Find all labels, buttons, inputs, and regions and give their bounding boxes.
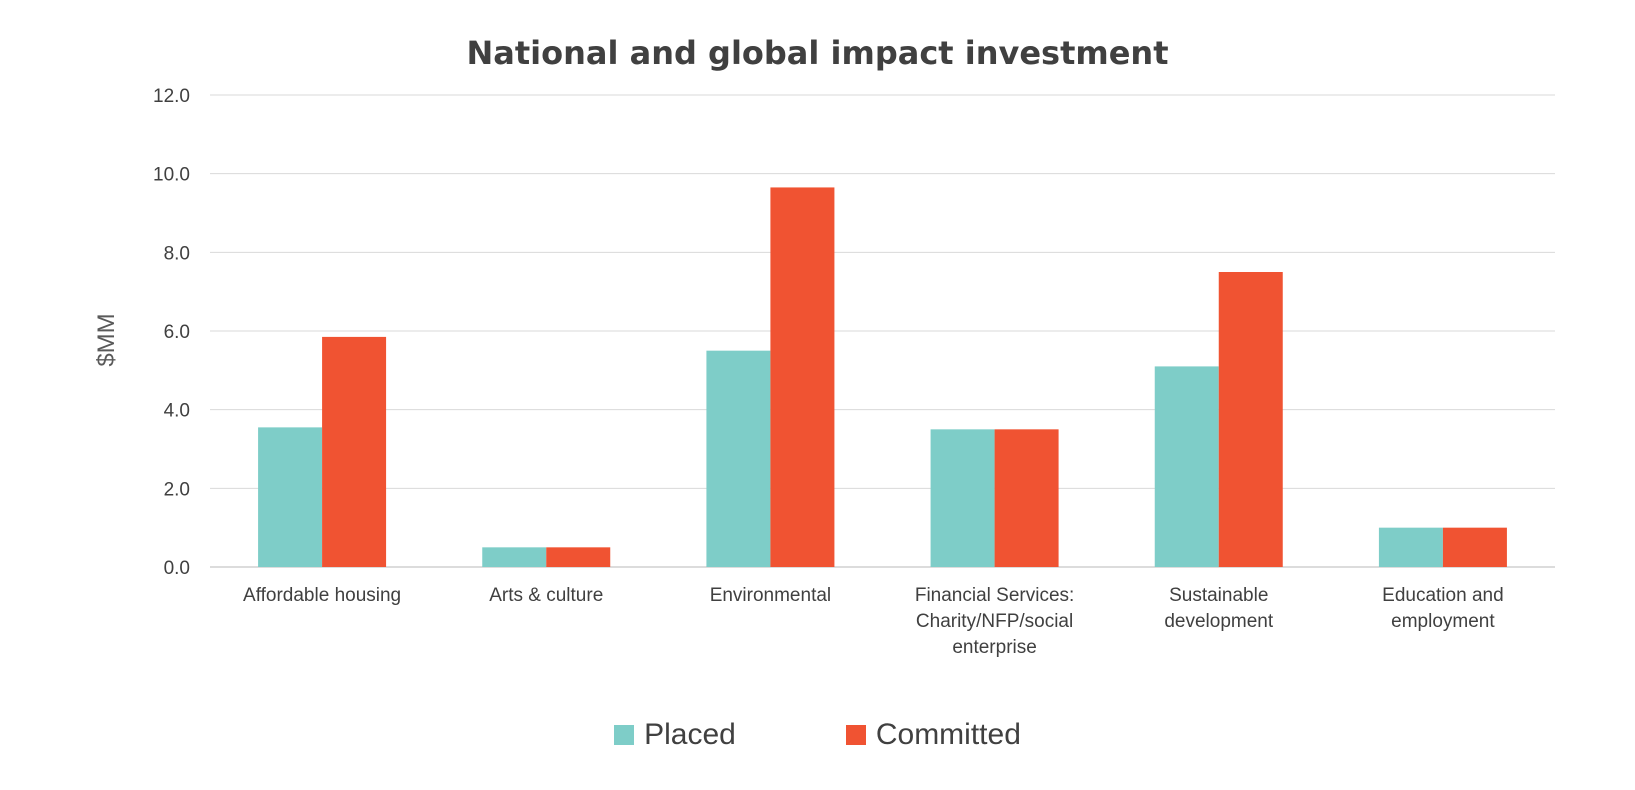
legend-label: Placed (644, 718, 736, 751)
x-category-label-line: Charity/NFP/social (916, 611, 1073, 632)
legend-item-placed: Placed (614, 718, 736, 752)
bar-committed (546, 547, 611, 567)
x-category-label: Arts & culture (489, 585, 603, 606)
y-tick-label: 0.0 (164, 558, 190, 579)
x-category-label-line: development (1164, 611, 1274, 632)
x-category-label-line: Affordable housing (243, 585, 401, 606)
x-category-label: Financial Services: Charity/NFP/social ent… (915, 585, 1074, 658)
y-tick-label: 12.0 (153, 86, 190, 107)
axes: 0.0 2.0 4.0 6.0 8.0 10.0 12.0 Affordable housin… (153, 86, 1504, 658)
bar-committed (322, 336, 387, 567)
y-tick-label: 4.0 (164, 401, 190, 422)
legend-swatch (614, 725, 635, 745)
y-tick-label: 8.0 (164, 243, 190, 264)
bar-placed (258, 427, 323, 567)
legend-swatch (845, 725, 866, 745)
x-category-label-line: Environmental (710, 585, 831, 606)
x-category-label-line: Education and (1382, 585, 1504, 606)
bar-placed (482, 547, 547, 567)
bars (258, 187, 1507, 567)
bar-committed (770, 187, 835, 567)
legend-label: Committed (875, 718, 1021, 751)
x-category-label-line: Arts & culture (489, 585, 603, 606)
bar-placed (930, 429, 995, 567)
gridlines (210, 94, 1555, 568)
bar-committed (994, 429, 1059, 567)
legend: Placed Committed (0, 718, 1635, 752)
y-tick-label: 2.0 (164, 479, 190, 500)
x-category-label: Sustainable development (1164, 585, 1274, 632)
x-category-label-line: enterprise (952, 637, 1037, 658)
x-category-label-line: Financial Services: (915, 585, 1074, 606)
bar-placed (706, 350, 771, 567)
bar-placed (1378, 527, 1443, 567)
x-category-label-line: employment (1391, 611, 1495, 632)
y-tick-label: 6.0 (164, 322, 190, 343)
x-category-label: Education and employment (1382, 585, 1504, 632)
y-tick-label: 10.0 (153, 165, 190, 186)
legend-item-committed: Committed (845, 718, 1021, 752)
x-category-label: Environmental (710, 585, 831, 606)
bar-placed (1154, 366, 1219, 567)
x-category-label: Affordable housing (243, 585, 401, 606)
chart-title: National and global impact investment (466, 34, 1169, 72)
bar-committed (1218, 272, 1283, 567)
x-category-label-line: Sustainable (1169, 585, 1268, 606)
bar-committed (1442, 527, 1507, 567)
y-axis-label: $MM (93, 313, 120, 366)
